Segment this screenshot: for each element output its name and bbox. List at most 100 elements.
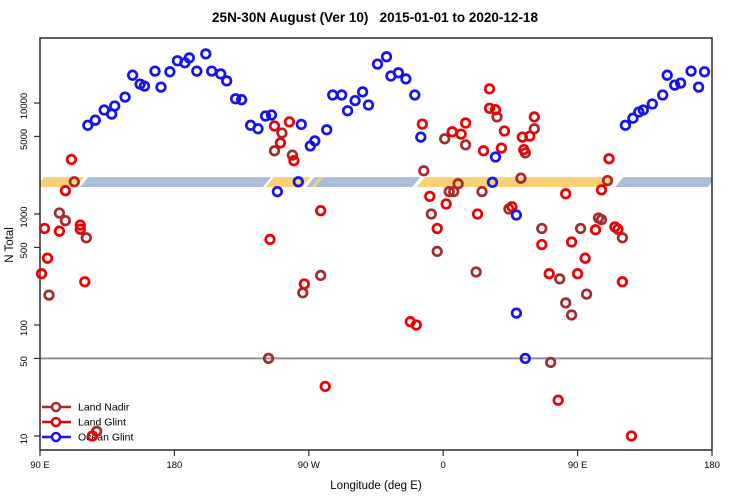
legend-marker-circle bbox=[50, 401, 62, 413]
plot-frame bbox=[39, 37, 713, 451]
data-point-land-nadir bbox=[68, 176, 80, 188]
data-point-land-glint bbox=[35, 268, 48, 280]
data-point-land-nadir bbox=[565, 309, 578, 321]
data-point-land-glint bbox=[506, 201, 518, 213]
y-tick-label: 1000 bbox=[19, 206, 30, 227]
data-point-land-glint bbox=[603, 153, 615, 165]
highlight-band-segment-blue bbox=[615, 177, 712, 188]
data-point-land-nadir bbox=[554, 273, 566, 285]
data-point-land-nadir bbox=[560, 297, 572, 309]
data-point-land-nadir bbox=[425, 208, 437, 220]
data-point-land-glint bbox=[274, 137, 287, 149]
data-point-land-glint bbox=[528, 111, 540, 123]
data-point-land-glint bbox=[410, 319, 422, 331]
data-point-land-nadir bbox=[268, 145, 281, 157]
data-point-land-nadir bbox=[452, 178, 464, 190]
data-point-ocean-glint bbox=[519, 352, 531, 365]
data-point-ocean-glint bbox=[265, 109, 278, 121]
data-point-land-nadir bbox=[43, 289, 55, 301]
data-point-ocean-glint bbox=[126, 69, 139, 81]
data-point-ocean-glint bbox=[698, 66, 711, 78]
data-point-ocean-glint bbox=[685, 65, 697, 77]
data-point-ocean-glint bbox=[149, 65, 161, 77]
data-point-land-glint bbox=[79, 276, 91, 288]
data-point-land-glint bbox=[595, 184, 608, 196]
data-point-ocean-glint bbox=[661, 69, 673, 81]
x-tick-label: 180 bbox=[704, 460, 720, 471]
x-tick-label: 90 E bbox=[30, 460, 50, 471]
data-point-ocean-glint bbox=[119, 91, 131, 103]
data-point-land-glint bbox=[38, 222, 51, 235]
data-point-ocean-glint bbox=[674, 77, 687, 89]
data-point-ocean-glint bbox=[362, 99, 375, 111]
data-point-land-glint bbox=[446, 126, 458, 138]
axes: 90 E 180 90 W 0 90 E 180 10 50 100 500 1000 5000 100… bbox=[19, 37, 720, 471]
data-point-land-nadir bbox=[443, 185, 455, 198]
data-point-ocean-glint bbox=[183, 52, 195, 64]
data-point-land-glint bbox=[471, 208, 484, 220]
data-point-land-glint bbox=[268, 120, 281, 132]
legend-marker-circle bbox=[50, 416, 62, 428]
x-axis-title: Longitude (deg E) bbox=[330, 480, 422, 492]
data-point-land-glint bbox=[65, 153, 78, 166]
data-point-ocean-glint bbox=[321, 124, 333, 136]
data-point-land-nadir bbox=[431, 245, 443, 258]
data-point-land-glint bbox=[440, 198, 452, 210]
y-axis-title: N Total bbox=[4, 227, 16, 263]
data-point-ocean-glint bbox=[292, 176, 304, 188]
data-point-land-glint bbox=[616, 276, 629, 288]
data-point-ocean-glint bbox=[206, 65, 218, 77]
x-tick-label: 90 E bbox=[568, 460, 588, 471]
data-point-ocean-glint bbox=[392, 67, 405, 79]
legend-label: Land Nadir bbox=[78, 402, 130, 414]
data-point-ocean-glint bbox=[221, 75, 233, 87]
highlight-band-segment-blue bbox=[80, 177, 271, 188]
highlight-band-segment-orange bbox=[416, 177, 616, 188]
data-point-land-nadir bbox=[276, 127, 288, 139]
data-point-land-glint bbox=[431, 222, 443, 235]
highlight-band bbox=[40, 177, 712, 188]
data-point-land-glint bbox=[477, 145, 490, 157]
data-point-land-nadir bbox=[536, 222, 548, 235]
data-point-ocean-glint bbox=[252, 123, 264, 135]
y-tick-label: 50 bbox=[19, 356, 30, 367]
data-point-land-glint bbox=[53, 225, 66, 237]
data-point-land-glint bbox=[424, 190, 436, 203]
data-point-land-glint bbox=[41, 252, 54, 264]
data-point-land-nadir bbox=[262, 352, 275, 365]
data-point-land-nadir bbox=[545, 356, 557, 369]
data-point-ocean-glint bbox=[309, 135, 321, 147]
data-point-land-glint bbox=[524, 130, 536, 142]
data-point-ocean-glint bbox=[510, 209, 523, 221]
data-point-land-glint bbox=[264, 233, 276, 246]
data-point-land-glint bbox=[74, 219, 86, 231]
data-point-land-nadir bbox=[315, 269, 327, 282]
data-point-land-glint bbox=[552, 394, 564, 406]
data-point-land-glint bbox=[483, 102, 496, 114]
data-point-ocean-glint bbox=[356, 86, 369, 98]
data-point-ocean-glint bbox=[215, 68, 227, 80]
data-point-land-glint bbox=[59, 185, 72, 197]
data-points bbox=[35, 48, 711, 442]
legend-label: Ocean Glint bbox=[78, 432, 134, 444]
data-point-land-glint bbox=[283, 116, 296, 128]
data-point-land-glint bbox=[319, 380, 331, 393]
data-point-land-glint bbox=[589, 224, 602, 236]
data-point-land-glint bbox=[565, 236, 578, 248]
data-point-land-nadir bbox=[286, 149, 299, 161]
x-tick-label: 90 W bbox=[298, 460, 320, 471]
data-point-land-glint bbox=[483, 83, 496, 95]
data-point-land-glint bbox=[518, 143, 530, 156]
data-point-ocean-glint bbox=[415, 131, 427, 143]
data-point-land-nadir bbox=[595, 213, 608, 226]
highlight-band-segment-orange bbox=[40, 177, 85, 188]
data-point-ocean-glint bbox=[349, 94, 361, 107]
data-point-ocean-glint bbox=[200, 48, 212, 60]
data-point-ocean-glint bbox=[271, 185, 284, 198]
data-point-land-glint bbox=[612, 223, 624, 235]
data-point-land-nadir bbox=[80, 232, 92, 244]
data-point-land-glint bbox=[459, 117, 472, 129]
data-point-ocean-glint bbox=[235, 94, 248, 106]
data-point-ocean-glint bbox=[669, 79, 681, 91]
